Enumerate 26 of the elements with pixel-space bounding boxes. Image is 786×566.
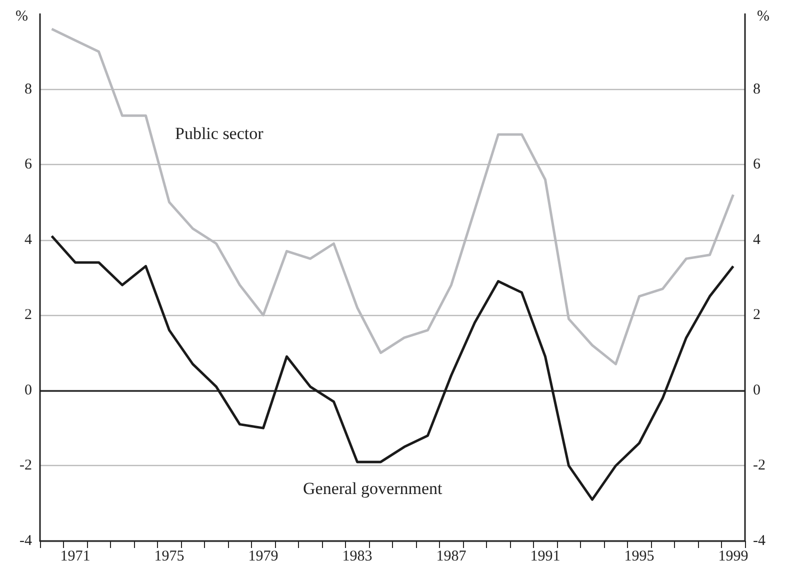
y2-axis-title: % [757,8,770,24]
y2-tick-label: -4 [753,533,766,549]
x-tick-label: 1991 [530,548,560,564]
y2-tick-label: 6 [753,156,761,173]
x-tick-label: 1971 [60,548,90,564]
x-tick-label: 1983 [342,548,372,564]
x-tick-label: 1999 [718,548,748,564]
x-tick-label: 1979 [248,548,278,564]
y-tick-label: -4 [20,533,32,549]
x-tick-label: 1975 [154,548,184,564]
y-tick-label: 6 [24,156,32,173]
x-tick-label: 1995 [624,548,654,564]
annotation: Public sector [175,124,264,143]
y-tick-label: 0 [24,382,32,398]
y-axis-title: % [16,8,28,24]
x-tick-label: 1987 [436,548,467,564]
y-tick-label: -2 [20,458,32,474]
y-tick-label: 4 [24,232,32,248]
y2-tick-label: 8 [753,81,760,98]
y2-tick-label: -2 [753,458,766,474]
y2-tick-label: 2 [753,307,760,324]
y-tick-label: 8 [24,81,32,98]
y-tick-label: 2 [24,307,32,324]
y2-tick-label: 0 [753,382,760,398]
y2-tick-label: 4 [753,232,761,248]
annotation: General government [303,479,443,498]
